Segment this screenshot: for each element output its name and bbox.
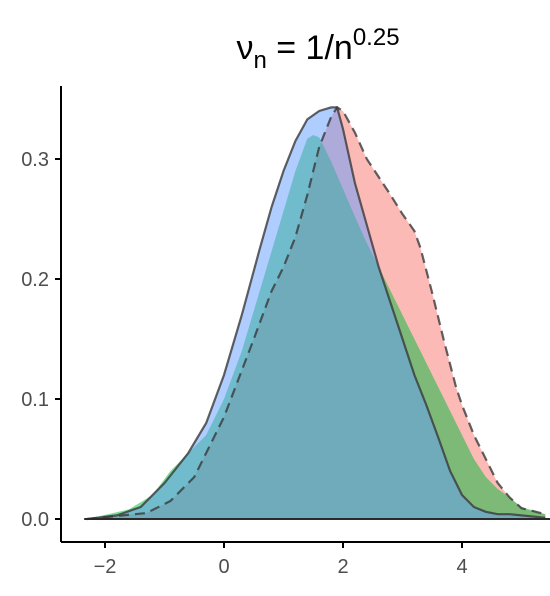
y-axis-ticks: 0.0 0.1 0.2 0.3 <box>21 149 61 531</box>
x-tick-label: −2 <box>94 556 117 578</box>
x-tick-label: 4 <box>456 556 467 578</box>
density-outline-1 <box>87 105 546 521</box>
y-tick-label: 0.2 <box>21 269 49 291</box>
chart-title: νn = 1/n0.25 <box>236 24 399 74</box>
density-outline-3 <box>87 106 546 521</box>
y-tick-label: 0.3 <box>21 149 49 171</box>
title-exponent: 0.25 <box>353 24 400 51</box>
density-areas <box>87 107 546 520</box>
density-area-3 <box>87 107 546 520</box>
title-base-subscript: n <box>253 47 266 74</box>
y-tick-label: 0.0 <box>21 509 49 531</box>
y-tick-label: 0.1 <box>21 389 49 411</box>
title-base: ν <box>236 29 253 67</box>
title-equals: = 1/n <box>267 29 353 67</box>
x-axis-ticks: −2 0 2 4 <box>94 542 468 578</box>
x-tick-label: 0 <box>218 556 229 578</box>
x-tick-label: 2 <box>337 556 348 578</box>
density-outlines <box>84 105 550 521</box>
